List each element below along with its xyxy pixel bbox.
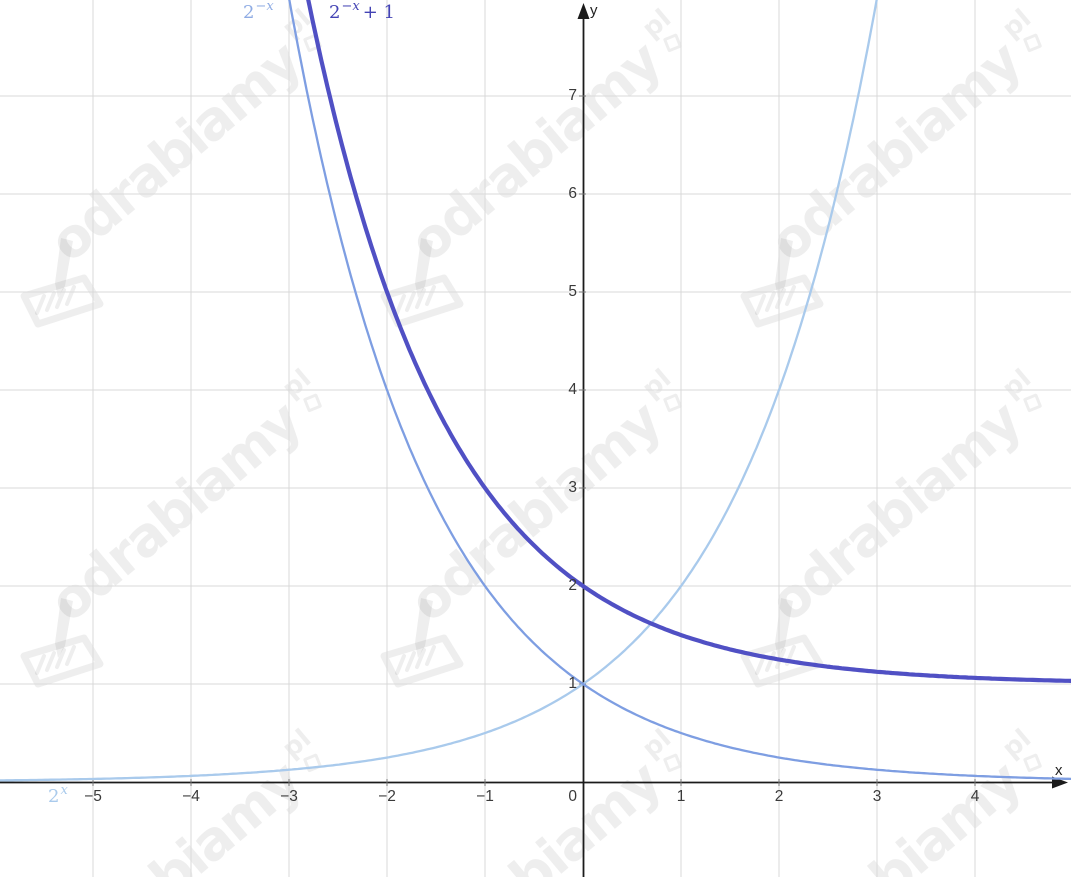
curve-2-pow-neg-x-plus-1 xyxy=(306,0,1071,684)
y-axis-arrow-icon xyxy=(577,3,590,19)
curve-2-pow-neg-x xyxy=(288,0,1071,781)
curve-2-pow-x xyxy=(0,0,878,782)
